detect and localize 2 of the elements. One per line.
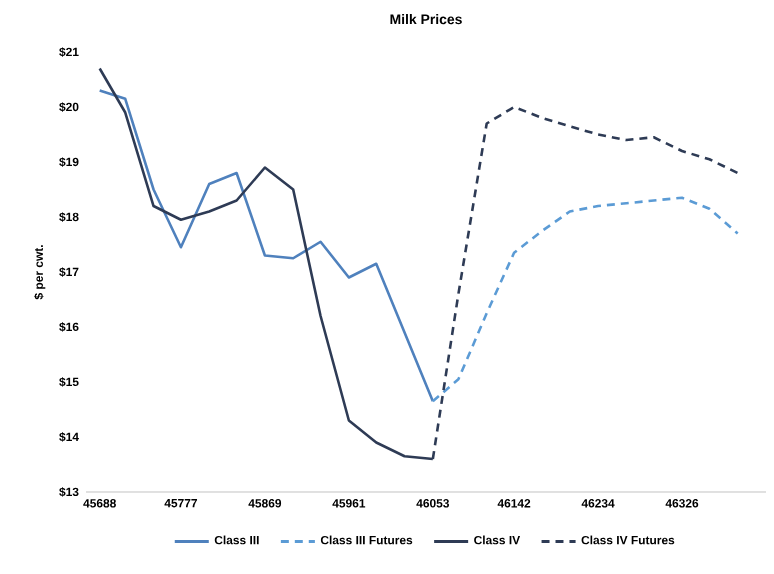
line-series [431, 196, 739, 403]
line-series [98, 89, 435, 403]
